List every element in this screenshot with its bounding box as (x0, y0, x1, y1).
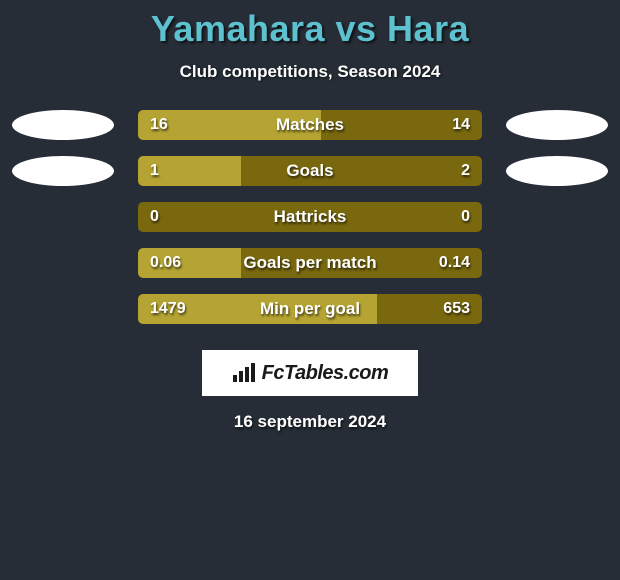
comparison-card: Yamahara vs Hara Club competitions, Seas… (0, 0, 620, 432)
stat-value-left: 0.06 (150, 254, 181, 272)
subtitle: Club competitions, Season 2024 (0, 62, 620, 82)
stat-value-right: 14 (452, 116, 470, 134)
player-avatar-left (12, 110, 114, 140)
stat-label: Goals per match (243, 253, 376, 273)
stat-value-left: 16 (150, 116, 168, 134)
avatar-spacer (12, 294, 114, 324)
stat-value-right: 0 (461, 208, 470, 226)
bar-chart-icon (232, 363, 256, 383)
stat-label: Goals (286, 161, 333, 181)
stat-value-left: 1479 (150, 300, 186, 318)
player-avatar-right (506, 156, 608, 186)
page-title: Yamahara vs Hara (0, 8, 620, 50)
stat-rows: 16 Matches 14 1 Goals 2 0 Hattricks 0 0.06 Goals p… (0, 110, 620, 324)
stat-label: Hattricks (274, 207, 347, 227)
stat-bar: 1 Goals 2 (138, 156, 482, 186)
stat-bar: 1479 Min per goal 653 (138, 294, 482, 324)
stat-value-left: 0 (150, 208, 159, 226)
player-avatar-right (506, 110, 608, 140)
stat-value-right: 653 (443, 300, 470, 318)
avatar-spacer (12, 248, 114, 278)
brand-text: FcTables.com (262, 362, 389, 385)
avatar-spacer (12, 202, 114, 232)
stat-row: 1 Goals 2 (0, 156, 620, 186)
stat-bar: 0.06 Goals per match 0.14 (138, 248, 482, 278)
avatar-spacer (506, 202, 608, 232)
brand-badge[interactable]: FcTables.com (202, 350, 418, 396)
stat-value-left: 1 (150, 162, 159, 180)
avatar-spacer (506, 248, 608, 278)
stat-row: 16 Matches 14 (0, 110, 620, 140)
date-text: 16 september 2024 (0, 412, 620, 432)
player-avatar-left (12, 156, 114, 186)
stat-row: 0 Hattricks 0 (0, 202, 620, 232)
stat-bar: 0 Hattricks 0 (138, 202, 482, 232)
stat-label: Matches (276, 115, 344, 135)
stat-label: Min per goal (260, 299, 360, 319)
stat-row: 1479 Min per goal 653 (0, 294, 620, 324)
stat-value-right: 2 (461, 162, 470, 180)
stat-row: 0.06 Goals per match 0.14 (0, 248, 620, 278)
stat-bar: 16 Matches 14 (138, 110, 482, 140)
stat-value-right: 0.14 (439, 254, 470, 272)
avatar-spacer (506, 294, 608, 324)
